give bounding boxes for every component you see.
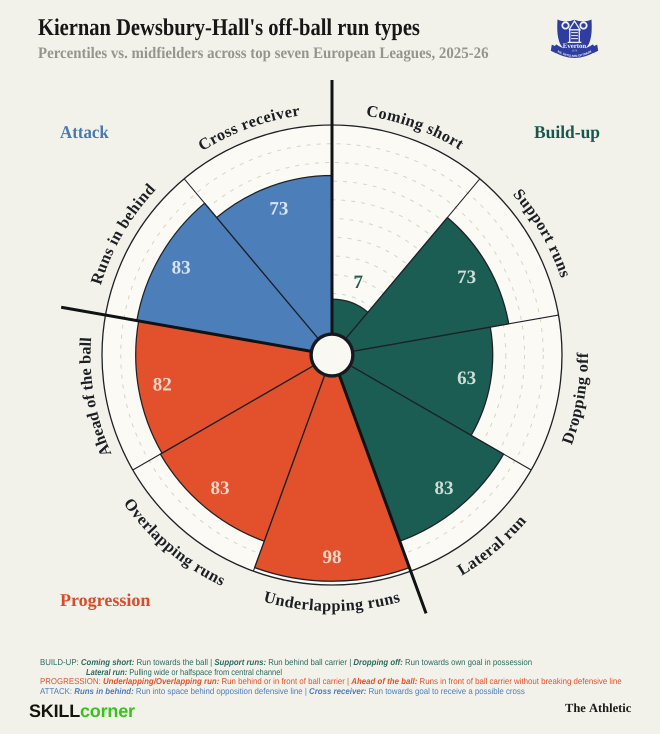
svg-text:Support runs: Support runs: [510, 185, 576, 280]
svg-text:82: 82: [153, 374, 172, 395]
svg-text:Ahead of the ball: Ahead of the ball: [75, 336, 115, 459]
svg-text:Underlapping runs: Underlapping runs: [262, 587, 402, 615]
svg-text:73: 73: [269, 198, 288, 219]
svg-text:63: 63: [457, 368, 476, 389]
svg-text:98: 98: [323, 547, 342, 568]
svg-text:83: 83: [211, 478, 230, 499]
svg-text:Coming short: Coming short: [365, 101, 468, 154]
svg-text:Dropping off: Dropping off: [557, 352, 592, 447]
svg-text:83: 83: [434, 478, 453, 499]
svg-text:1878: 1878: [572, 50, 578, 53]
svg-text:Runs in behind: Runs in behind: [86, 179, 159, 286]
svg-text:83: 83: [172, 257, 191, 278]
svg-text:Everton: Everton: [563, 43, 587, 50]
svg-text:7: 7: [354, 272, 364, 293]
svg-text:Lateral run: Lateral run: [454, 511, 530, 579]
svg-text:73: 73: [457, 267, 476, 288]
svg-text:Cross receiver: Cross receiver: [194, 101, 301, 155]
svg-text:Overlapping runs: Overlapping runs: [120, 494, 229, 589]
